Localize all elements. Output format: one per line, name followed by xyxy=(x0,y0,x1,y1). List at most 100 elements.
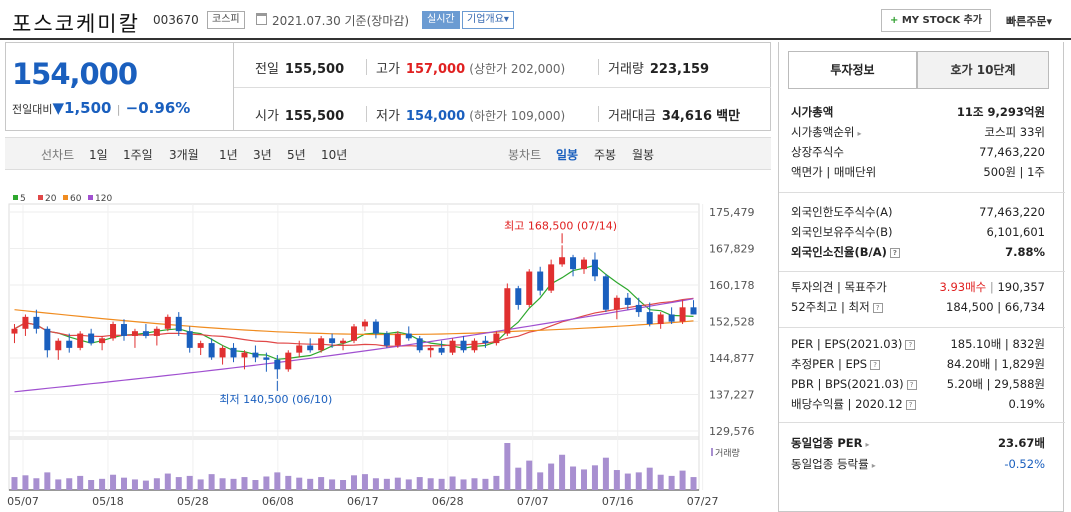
volume-bar xyxy=(471,478,478,490)
y-tick-label: 129,576 xyxy=(709,425,755,438)
volume-bar xyxy=(329,479,336,490)
help-icon[interactable]: ? xyxy=(906,379,917,390)
x-tick-label: 07/27 xyxy=(687,495,719,508)
legend-label: 5 xyxy=(20,194,26,204)
period-daily[interactable]: 일봉 xyxy=(556,148,579,162)
volume-bar xyxy=(537,472,544,490)
info-label: 52주최고 | 최저? xyxy=(791,298,883,316)
volume-bar xyxy=(296,477,303,490)
volume-bar xyxy=(635,472,642,490)
quick-order-button[interactable]: 빠른주문▾ xyxy=(1006,15,1053,28)
candle-body xyxy=(351,326,357,341)
candle-body xyxy=(646,312,653,325)
x-tick-label: 07/16 xyxy=(602,495,634,508)
candle-body xyxy=(197,343,204,348)
volume-bar xyxy=(33,478,40,490)
company-overview-button[interactable]: 기업개요▾ xyxy=(462,11,514,29)
max-annotation: 최고 168,500 (07/14) xyxy=(504,219,617,232)
info-row: 배당수익률 | 2020.12? 0.19% xyxy=(791,395,1045,413)
volume-bar xyxy=(427,478,434,490)
period-1w[interactable]: 1주일 xyxy=(123,148,153,162)
help-icon[interactable]: ? xyxy=(905,399,916,410)
arrow-right-icon[interactable]: ▸ xyxy=(865,440,870,449)
info-value: 84.20배 | 1,829원 xyxy=(946,357,1045,371)
stock-header: 포스코케미칼 003670 코스피 2021.07.30 기준(장마감) 실시간… xyxy=(0,0,1071,40)
help-icon[interactable]: ? xyxy=(872,302,883,313)
info-label: 시가총액 xyxy=(791,105,834,119)
candle-body xyxy=(186,331,193,348)
candle-body xyxy=(329,338,336,344)
info-label: 배당수익률 | 2020.12? xyxy=(791,395,916,413)
tab-orderbook[interactable]: 호가 10단계 xyxy=(917,51,1049,89)
base-date: 2021.07.30 기준(장마감) xyxy=(272,14,410,28)
volume-bar xyxy=(142,480,149,490)
y-tick-label: 152,528 xyxy=(709,316,755,329)
price-change: 전일대비▼1,500 | −0.96% xyxy=(12,99,191,117)
info-label: 외국인보유주식수(B) xyxy=(791,225,893,239)
candle-chart-label: 봉차트 xyxy=(508,148,542,162)
market-badge: 코스피 xyxy=(207,11,245,29)
volume-bar xyxy=(110,474,117,490)
arrow-right-icon[interactable]: ▸ xyxy=(871,461,876,470)
current-price: 154,000 xyxy=(12,57,138,91)
x-tick-label: 06/28 xyxy=(432,495,464,508)
calendar-icon xyxy=(256,13,267,25)
candle-body xyxy=(241,352,248,358)
period-5y[interactable]: 5년 xyxy=(287,148,306,162)
legend-label: 60 xyxy=(70,194,82,204)
candle-body xyxy=(219,347,226,358)
candle-body xyxy=(11,328,18,334)
info-label: 시가총액순위 ▸ xyxy=(791,125,862,139)
down-arrow-icon: ▼ xyxy=(52,99,65,117)
high-price: 고가 157,000 (상한가 202,000) xyxy=(376,62,566,77)
candle-body xyxy=(77,333,84,348)
info-label: 동일업종 PER ▸ xyxy=(791,436,870,450)
period-1y[interactable]: 1년 xyxy=(219,148,238,162)
candle-body xyxy=(318,338,325,351)
help-icon[interactable]: ? xyxy=(889,247,900,258)
tab-investment-info[interactable]: 투자정보 xyxy=(788,51,917,89)
candle-body xyxy=(33,316,40,329)
trade-amount: 거래대금 34,616 백만 xyxy=(608,109,741,124)
volume-label: 거래량 xyxy=(715,447,740,459)
period-weekly[interactable]: 주봉 xyxy=(594,148,617,162)
legend-swatch xyxy=(63,195,68,200)
legend-label: 120 xyxy=(95,194,112,204)
help-icon[interactable]: ? xyxy=(905,339,916,350)
candle-body xyxy=(591,259,598,277)
y-tick-label: 160,178 xyxy=(709,279,755,292)
candle-body xyxy=(624,297,631,305)
volume-bar xyxy=(394,477,401,490)
volume-bar xyxy=(449,476,456,490)
info-label: PER | EPS(2021.03)? xyxy=(791,335,916,353)
candle-body xyxy=(383,333,390,346)
arrow-right-icon[interactable]: ▸ xyxy=(857,129,862,138)
candle-body xyxy=(121,324,127,336)
info-value: 500원 | 1주 xyxy=(983,165,1045,179)
period-10y[interactable]: 10년 xyxy=(321,148,348,162)
period-1d[interactable]: 1일 xyxy=(89,148,108,162)
volume-bar xyxy=(460,479,467,490)
price-chart[interactable]: 175,479 167,829 160,178 152,528 144,877 137,2… xyxy=(5,185,771,512)
candle-body xyxy=(657,314,664,325)
candle-body xyxy=(668,314,675,322)
info-value: 184,500 | 66,734 xyxy=(946,300,1045,314)
volume-bar xyxy=(131,479,138,490)
info-row: 시가총액순위 ▸ 코스피 33위 xyxy=(791,123,1045,141)
y-tick-label: 175,479 xyxy=(709,206,755,219)
candle-body xyxy=(252,352,259,358)
info-row: 동일업종 PER ▸ 23.67배 xyxy=(791,434,1045,452)
candle-body xyxy=(88,333,95,344)
realtime-button[interactable]: 실시간 xyxy=(422,11,460,29)
help-icon[interactable]: ? xyxy=(870,359,881,370)
quote-table: 전일 155,500 고가 157,000 (상한가 202,000) 거래량 223… xyxy=(234,42,771,131)
add-mystock-button[interactable]: + MY STOCK 추가 xyxy=(881,9,991,32)
low-price: 저가 154,000 (하한가 109,000) xyxy=(376,109,566,124)
candle-body xyxy=(416,338,423,351)
period-monthly[interactable]: 월봉 xyxy=(632,148,655,162)
period-3y[interactable]: 3년 xyxy=(253,148,272,162)
candle-body xyxy=(153,328,160,336)
info-label: 추정PER | EPS? xyxy=(791,355,881,373)
candle-body xyxy=(230,347,237,358)
period-3m[interactable]: 3개월 xyxy=(169,148,199,162)
